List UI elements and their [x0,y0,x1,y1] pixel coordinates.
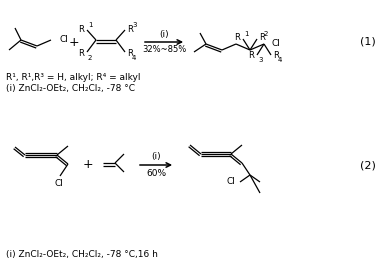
Text: R: R [127,48,133,57]
Text: +: + [69,36,79,48]
Text: +: + [83,159,93,172]
Text: 4: 4 [132,55,136,61]
Text: 1: 1 [88,22,92,28]
Text: R: R [259,33,265,42]
Text: (i) ZnCl₂-OEt₂, CH₂Cl₂, -78 °C: (i) ZnCl₂-OEt₂, CH₂Cl₂, -78 °C [6,85,135,94]
Text: R: R [78,24,84,33]
Text: (i) ZnCl₂-OEt₂, CH₂Cl₂, -78 °C,16 h: (i) ZnCl₂-OEt₂, CH₂Cl₂, -78 °C,16 h [6,251,158,259]
Text: 60%: 60% [146,168,166,178]
Text: R: R [248,51,254,60]
Text: 32%~85%: 32%~85% [142,45,186,54]
Text: 3: 3 [258,57,263,63]
Text: R: R [234,33,240,42]
Text: 4: 4 [278,57,282,63]
Text: (i): (i) [159,30,169,39]
Text: Cl: Cl [59,35,68,44]
Text: Cl: Cl [55,178,63,187]
Text: 2: 2 [88,55,92,61]
Text: Cl: Cl [226,178,235,187]
Text: (1): (1) [360,37,376,47]
Text: R: R [78,48,84,57]
Text: R: R [273,51,279,60]
Text: Cl: Cl [272,39,281,48]
Text: (i): (i) [151,153,161,162]
Text: 3: 3 [132,22,136,28]
Text: (2): (2) [360,160,376,170]
Text: 1: 1 [244,31,249,37]
Text: R¹, R¹,R³ = H, alkyl; R⁴ = alkyl: R¹, R¹,R³ = H, alkyl; R⁴ = alkyl [6,73,141,82]
Text: R: R [127,24,133,33]
Text: 2: 2 [264,31,268,37]
